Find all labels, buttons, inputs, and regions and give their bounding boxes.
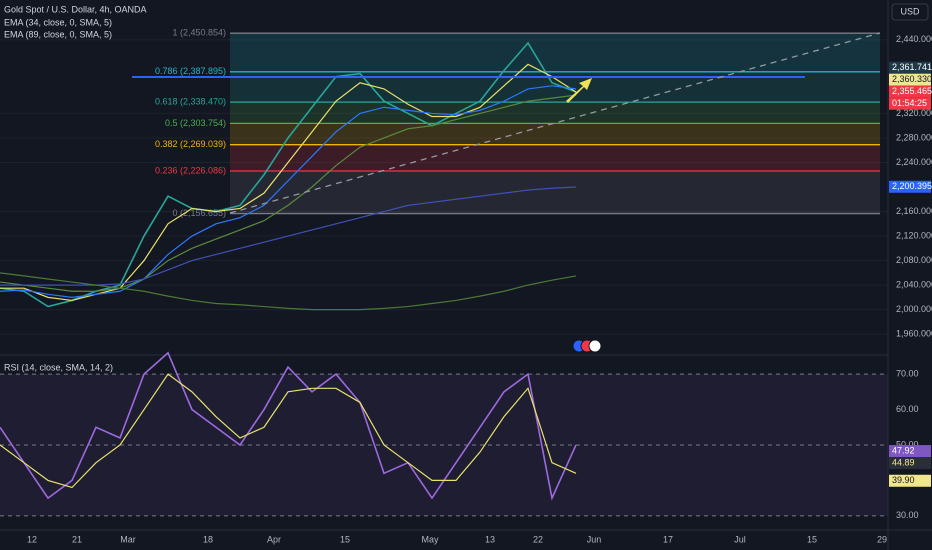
price-badge xyxy=(889,457,931,470)
currency[interactable]: USD xyxy=(900,6,920,16)
x-tick-label: 18 xyxy=(203,534,213,544)
price-badge-label: 44.89 xyxy=(892,457,915,467)
price-badge-label: 2,361.741 xyxy=(892,62,932,72)
y-tick-label: 2,120.000 xyxy=(896,230,932,240)
fib-label: 0.5 (2,303.754) xyxy=(165,118,226,128)
x-tick-label: Mar xyxy=(120,534,136,544)
currency-box[interactable] xyxy=(891,3,929,21)
x-tick-label: 22 xyxy=(533,534,543,544)
y-tick-label: 2,080.000 xyxy=(896,255,932,265)
x-tick-label: 12 xyxy=(27,534,37,544)
price-badge xyxy=(889,73,931,86)
fib-zone xyxy=(230,123,880,145)
countdown-badge xyxy=(889,97,931,110)
fib-zone xyxy=(230,102,880,124)
price-badge-label: 47.92 xyxy=(892,445,915,455)
y-tick-label: 2,160.000 xyxy=(896,206,932,216)
series-line xyxy=(0,351,577,501)
series-line xyxy=(0,272,577,311)
event-icon xyxy=(588,339,602,353)
y-tick-label: 2,280.000 xyxy=(896,132,932,142)
y-tick-label: 2,040.000 xyxy=(896,279,932,289)
price-badge xyxy=(889,474,931,487)
series-line xyxy=(0,85,577,298)
x-tick-label: Jun xyxy=(587,534,602,544)
y-tick-label: 50.00 xyxy=(896,439,919,449)
x-tick-label: 15 xyxy=(807,534,817,544)
price-badge-label: 2,200.395 xyxy=(892,181,932,191)
series-line xyxy=(0,373,577,489)
y-tick-label: 30.00 xyxy=(896,510,919,520)
event-icons xyxy=(572,339,602,353)
price-badge-label: 2,360.330 xyxy=(892,74,932,84)
fib-label: 1 (2,450.854) xyxy=(172,28,226,38)
fib-label: 0.236 (2,226.086) xyxy=(155,165,226,175)
symbol: Gold Spot / U.S. Dollar, 4h, OANDA xyxy=(4,4,147,14)
y-tick-label: 1,960.000 xyxy=(896,329,932,339)
x-tick-label: 17 xyxy=(663,534,673,544)
y-tick-label: 70.00 xyxy=(896,369,919,379)
pane-title: RSI (14, close, SMA, 14, 2) xyxy=(4,362,113,372)
x-tick-label: Apr xyxy=(267,534,281,544)
x-tick-label: 13 xyxy=(485,534,495,544)
price-badge xyxy=(889,445,931,458)
x-tick-label: 15 xyxy=(340,534,350,544)
price-badge xyxy=(889,180,931,193)
x-tick-label: May xyxy=(421,534,439,544)
fib-zone xyxy=(230,171,880,214)
arrow xyxy=(566,78,592,103)
fib-label: 0.382 (2,269.039) xyxy=(155,139,226,149)
y-tick-label: 60.00 xyxy=(896,404,919,414)
x-tick-label: 21 xyxy=(72,534,82,544)
series-line xyxy=(0,94,577,292)
fib-label: 0 (2,156.655) xyxy=(172,208,226,218)
price-badge-label: 2,355.465 xyxy=(892,86,932,96)
price-badge xyxy=(889,61,931,74)
x-tick-label: Jul xyxy=(734,534,746,544)
price-badge-label: 39.90 xyxy=(892,475,915,485)
price-badge xyxy=(889,85,931,98)
legend-entry: EMA (89, close, 0, SMA, 5) xyxy=(4,29,112,39)
fib-zone xyxy=(230,144,880,172)
fib-label: 0.618 (2,338.470) xyxy=(155,96,226,106)
y-tick-label: 2,000.000 xyxy=(896,304,932,314)
fib-label: 0.786 (2,387.895) xyxy=(155,66,226,76)
legend-entry: EMA (34, close, 0, SMA, 5) xyxy=(4,17,112,27)
y-tick-label: 2,440.000 xyxy=(896,34,932,44)
y-tick-label: 2,320.000 xyxy=(896,108,932,118)
y-tick-label: 2,240.000 xyxy=(896,157,932,167)
trend-line xyxy=(229,32,881,214)
x-tick-label: 29 xyxy=(877,534,887,544)
countdown: 01:54:25 xyxy=(892,98,927,108)
fib-zone xyxy=(230,33,880,72)
